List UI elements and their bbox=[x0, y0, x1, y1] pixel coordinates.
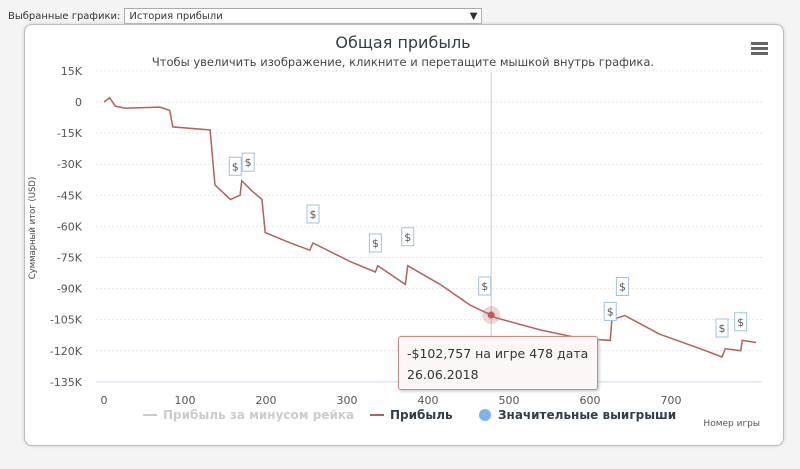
big-win-flag-label: $ bbox=[481, 280, 488, 293]
y-tick-label: -60K bbox=[57, 220, 83, 233]
y-tick-label: -75K bbox=[57, 251, 83, 264]
highlight-point bbox=[487, 311, 495, 319]
x-tick-label: 500 bbox=[499, 394, 520, 407]
y-tick-label: -30K bbox=[57, 158, 83, 171]
y-tick-label: -90K bbox=[57, 283, 83, 296]
big-win-flag bbox=[615, 277, 629, 297]
big-win-flag-label: $ bbox=[719, 322, 726, 335]
big-win-flag bbox=[306, 204, 320, 224]
y-axis-label: Суммарный итог (USD) bbox=[28, 177, 38, 280]
chart-subtitle: Чтобы увеличить изображение, кликните и … bbox=[152, 55, 654, 69]
y-tick-label: -15K bbox=[57, 127, 83, 140]
chart-title: Общая прибыль bbox=[335, 33, 470, 52]
selector-label: Выбранные графики: bbox=[8, 10, 121, 22]
menu-icon[interactable] bbox=[751, 42, 768, 55]
x-axis-label: Номер игры bbox=[703, 419, 760, 429]
big-win-flag bbox=[401, 227, 415, 247]
big-win-flag-label: $ bbox=[619, 281, 626, 294]
big-win-flag-label: $ bbox=[232, 160, 239, 173]
big-win-flag bbox=[478, 276, 492, 296]
legend-item[interactable]: Прибыль за минусом рейка bbox=[163, 408, 354, 422]
big-win-flag-label: $ bbox=[372, 237, 379, 250]
y-tick-label: 0 bbox=[75, 96, 82, 109]
big-win-flag-label: $ bbox=[737, 316, 744, 329]
big-win-flag-label: $ bbox=[309, 208, 316, 221]
big-win-flag bbox=[715, 318, 729, 338]
big-win-flag-label: $ bbox=[607, 305, 614, 318]
big-win-flag bbox=[603, 301, 617, 321]
y-tick-label: -120K bbox=[50, 345, 83, 358]
legend-item[interactable]: Значительные выигрыши bbox=[498, 408, 676, 422]
x-tick-label: 0 bbox=[101, 394, 108, 407]
profit-line bbox=[103, 96, 757, 358]
x-tick-label: 700 bbox=[661, 394, 682, 407]
big-win-flag bbox=[368, 233, 382, 253]
y-tick-label: -45K bbox=[57, 189, 83, 202]
x-tick-label: 400 bbox=[418, 394, 439, 407]
tooltip-line1: -$102,757 на игре 478 дата bbox=[407, 346, 589, 361]
big-win-flag-label: $ bbox=[404, 231, 411, 244]
y-tick-label: -135K bbox=[50, 376, 83, 389]
big-win-flag bbox=[734, 312, 748, 332]
chart-selector-row: Выбранные графики: История прибыли ▼ bbox=[8, 8, 483, 24]
big-win-flag-label: $ bbox=[245, 156, 252, 169]
tooltip: -$102,757 на игре 478 дата 26.06.2018 bbox=[398, 336, 598, 390]
chart-select[interactable]: История прибыли ▼ bbox=[124, 8, 483, 24]
x-tick-label: 200 bbox=[256, 394, 277, 407]
big-win-flag bbox=[241, 152, 255, 172]
y-tick-label: -105K bbox=[50, 314, 83, 327]
chart-select-value: История прибыли bbox=[129, 10, 223, 22]
x-tick-label: 300 bbox=[337, 394, 358, 407]
tooltip-line2: 26.06.2018 bbox=[407, 367, 479, 382]
x-tick-label: 100 bbox=[175, 394, 196, 407]
dropdown-arrow-icon: ▼ bbox=[469, 10, 478, 22]
legend-symbol bbox=[479, 409, 491, 421]
y-tick-label: 15K bbox=[61, 65, 83, 78]
x-tick-label: 600 bbox=[580, 394, 601, 407]
legend-item[interactable]: Прибыль bbox=[390, 408, 453, 422]
big-win-flag bbox=[228, 156, 242, 176]
